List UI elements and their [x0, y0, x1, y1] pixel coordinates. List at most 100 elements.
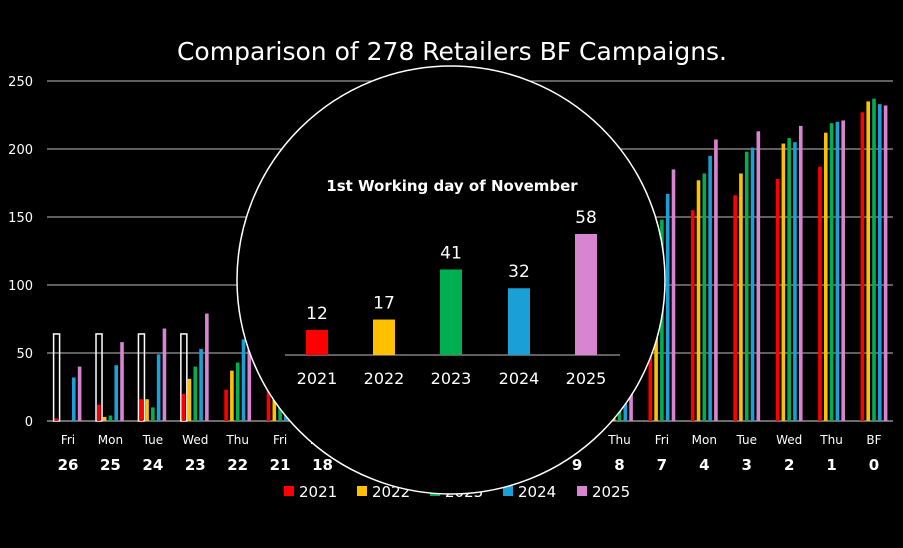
category-group [52, 333, 82, 422]
inset-value-label: 32 [508, 262, 530, 282]
category-group [733, 131, 761, 421]
bar [224, 389, 228, 421]
x-category-label: 9 [572, 456, 582, 474]
bar [114, 365, 119, 421]
x-category-label: 2 [784, 456, 794, 474]
y-axis-ticks: 0 50 100 150 200 250 [8, 75, 33, 430]
chart-title: Comparison of 278 Retailers BF Campaigns… [177, 37, 727, 66]
category-group [690, 139, 718, 422]
bar [665, 193, 670, 421]
x-weekday-label: Thu [225, 433, 249, 447]
legend-label: 2024 [518, 483, 556, 501]
inset-year-label: 2023 [431, 369, 472, 388]
inset-title: 1st Working day of November [326, 177, 578, 195]
bar [866, 101, 870, 422]
bar [181, 393, 186, 421]
inset-year-label: 2025 [566, 369, 607, 388]
bar [235, 362, 240, 421]
bar [781, 143, 786, 421]
bar [671, 169, 676, 421]
x-category-label: 7 [657, 456, 667, 474]
bar [798, 125, 803, 421]
category-group [818, 120, 845, 422]
legend-label: 2025 [592, 483, 630, 501]
bar [702, 173, 707, 421]
bar [756, 131, 761, 421]
bar [696, 180, 701, 421]
legend-swatch [577, 486, 587, 496]
category-group [95, 333, 124, 422]
x-weekday-label: Thu [607, 433, 631, 447]
inset-bar [440, 269, 462, 355]
bar [162, 328, 167, 421]
bar [818, 166, 822, 421]
legend-swatch [284, 486, 294, 496]
bar [77, 366, 82, 421]
inset-bar [575, 234, 597, 355]
bar [156, 354, 161, 421]
bar [199, 348, 203, 421]
x-category-label: 24 [142, 456, 163, 474]
bar [733, 195, 737, 421]
bar [708, 155, 712, 422]
inset-bar [508, 288, 530, 355]
legend-label: 2021 [299, 483, 337, 501]
bar [145, 399, 149, 421]
x-category-label: 21 [270, 456, 291, 474]
inset-bar [306, 329, 328, 355]
x-weekday-label: Thu [819, 433, 843, 447]
x-weekday-label: Fri [273, 433, 287, 447]
x-category-label: 0 [869, 456, 879, 474]
x-category-label: 23 [185, 456, 206, 474]
bar [241, 339, 246, 421]
bar [878, 104, 882, 422]
category-group [137, 328, 167, 422]
x-category-label: 18 [312, 456, 333, 474]
bar [230, 370, 234, 421]
inset-bars: 12 2021 17 2022 41 2023 32 2024 58 2025 [297, 208, 607, 388]
x-weekday-label: Mon [98, 433, 123, 447]
y-tick-label: 250 [8, 75, 33, 90]
bar [775, 178, 780, 421]
category-group [860, 98, 888, 422]
x-axis-labels: Fri26Mon25Tue24Wed23Thu22Fri21Mon18Wed9T… [58, 433, 882, 474]
x-category-label: 25 [100, 456, 121, 474]
bar [793, 142, 797, 421]
bar [787, 138, 791, 421]
inset-value-label: 12 [306, 304, 328, 324]
x-weekday-label: Wed [182, 433, 208, 447]
magnifier-inset: 1st Working day of November 12 2021 17 2022… [236, 65, 666, 495]
bar [829, 123, 834, 421]
bar [193, 366, 198, 421]
x-weekday-label: Tue [142, 433, 164, 447]
bar [266, 385, 271, 421]
bar [108, 415, 113, 421]
bar [872, 98, 876, 422]
bar [714, 139, 718, 422]
bar [54, 418, 59, 421]
category-group [224, 312, 252, 421]
bar [823, 132, 828, 421]
bar [139, 399, 144, 421]
x-category-label: 26 [58, 456, 79, 474]
bar [97, 404, 101, 421]
inset-value-label: 41 [440, 243, 462, 263]
x-weekday-label: Fri [61, 433, 75, 447]
bar [690, 210, 695, 421]
inset-value-label: 17 [373, 294, 395, 314]
y-tick-label: 0 [25, 415, 33, 430]
bar [72, 377, 76, 421]
bar [648, 339, 653, 421]
bar [750, 147, 755, 421]
bar [187, 378, 192, 421]
inset-year-label: 2021 [297, 369, 338, 388]
bar [744, 151, 749, 421]
y-tick-label: 100 [8, 279, 33, 294]
x-category-label: 22 [227, 456, 248, 474]
bar [102, 416, 107, 421]
x-category-label: 8 [614, 456, 624, 474]
x-weekday-label: Wed [776, 433, 802, 447]
bar [835, 121, 840, 422]
category-group [180, 313, 209, 422]
